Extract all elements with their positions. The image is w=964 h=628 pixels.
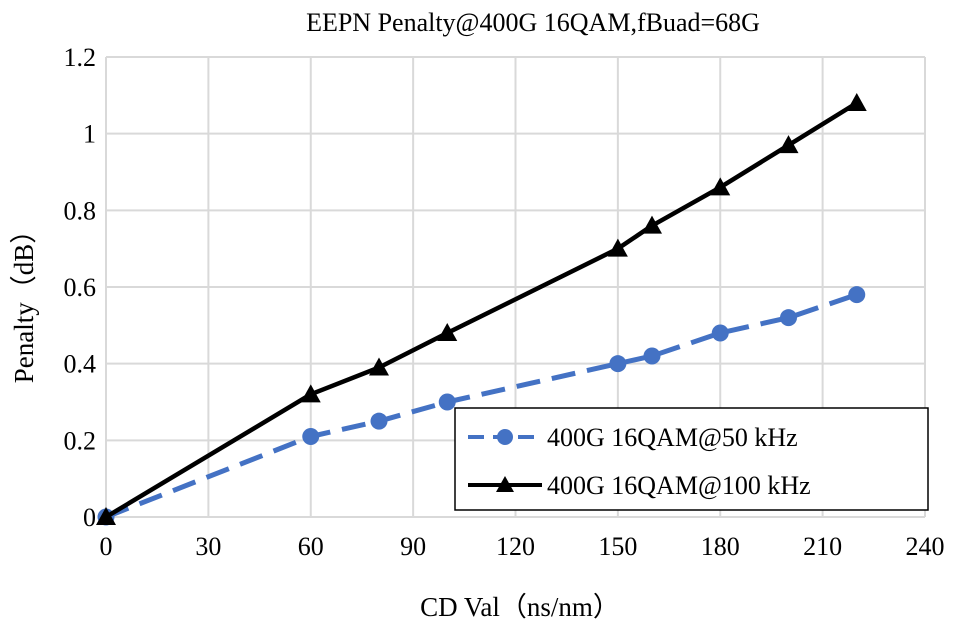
x-tick-label: 60: [298, 532, 324, 561]
x-tick-label: 120: [496, 532, 535, 561]
legend-entry-50khz: 400G 16QAM@50 kHz: [468, 423, 798, 452]
data-point-triangle: [96, 507, 116, 525]
legend-marker-triangle: [496, 476, 514, 492]
x-tick-label: 210: [803, 532, 842, 561]
y-tick-label: 0: [83, 503, 96, 532]
legend: 400G 16QAM@50 kHz 400G 16QAM@100 kHz: [454, 407, 929, 511]
data-point-triangle: [300, 384, 321, 403]
legend-marker-circle: [497, 429, 513, 445]
y-tick-label: 0.8: [64, 196, 97, 225]
legend-label-100khz: 400G 16QAM@100 kHz: [547, 471, 811, 500]
data-point-circle: [780, 309, 797, 327]
data-point-circle: [438, 393, 456, 411]
y-tick-label: 1.2: [64, 43, 97, 72]
chart-title: EEPN Penalty@400G 16QAM,fBuad=68G: [306, 8, 760, 37]
data-point-triangle: [846, 93, 867, 111]
data-point-circle: [370, 412, 388, 430]
x-tick-label: 180: [701, 532, 740, 561]
y-tick-label: 0.4: [64, 350, 97, 379]
data-point-circle: [609, 355, 627, 373]
data-point-triangle: [607, 238, 628, 257]
data-point-circle: [643, 347, 661, 365]
data-point-triangle: [437, 323, 458, 341]
data-point-circle: [302, 428, 320, 445]
y-axis-label: Penalty（dB）: [9, 217, 39, 384]
y-tick-label: 0.2: [64, 426, 97, 455]
data-point-triangle: [369, 357, 389, 376]
y-tick-labels: 0 0.2 0.4 0.6 0.8 1 1.2: [64, 43, 97, 532]
series-line-0: [105, 292, 858, 520]
y-tick-label: 0.6: [64, 273, 97, 302]
x-tick-label: 90: [400, 532, 426, 561]
data-point-circle: [711, 324, 729, 342]
legend-label-50khz: 400G 16QAM@50 kHz: [547, 423, 798, 452]
y-tick-label: 1: [83, 120, 96, 149]
grid: [105, 56, 926, 518]
legend-box: [454, 407, 929, 511]
data-point-triangle: [642, 215, 662, 234]
x-tick-label: 240: [906, 532, 945, 561]
data-point-triangle: [710, 177, 731, 196]
data-point-triangle: [778, 135, 799, 154]
x-tick-labels: 0 30 60 90 120 150 180 210 240: [100, 532, 945, 561]
data-point-circle: [848, 286, 866, 304]
series-group: [96, 93, 867, 526]
x-tick-label: 150: [598, 532, 637, 561]
x-tick-label: 0: [100, 532, 113, 561]
legend-entry-100khz: 400G 16QAM@100 kHz: [468, 471, 811, 500]
x-axis-label: CD Val（ns/nm）: [420, 592, 620, 622]
x-tick-label: 30: [195, 532, 221, 561]
